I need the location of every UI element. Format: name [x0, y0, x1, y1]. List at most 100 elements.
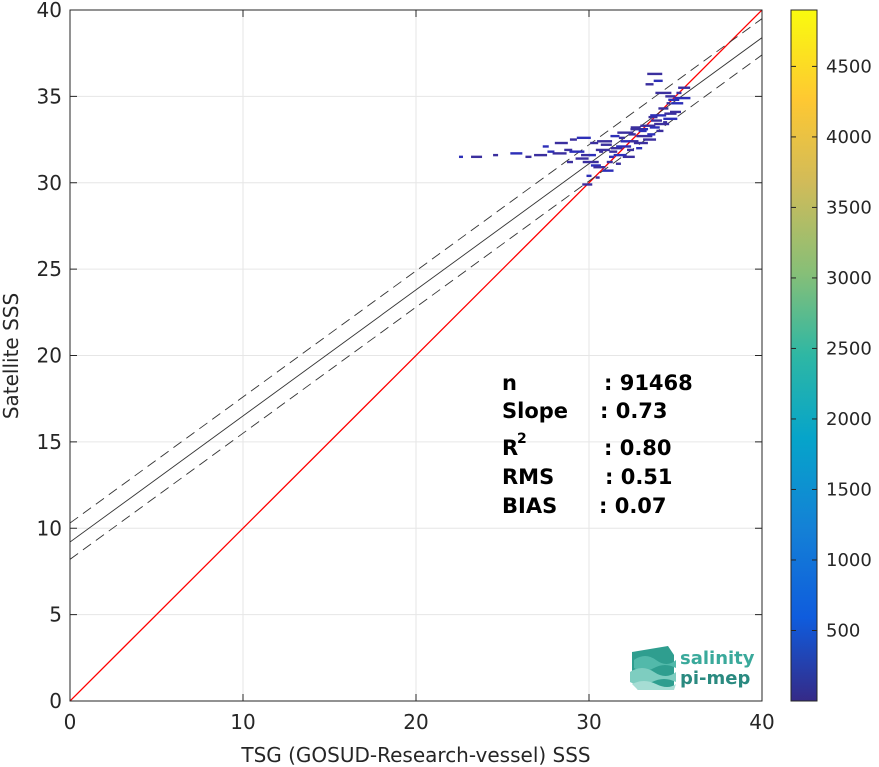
density-point [593, 166, 606, 169]
density-point [564, 148, 573, 152]
logo-text-pi-mep: pi-mep [680, 668, 750, 689]
density-point [600, 143, 612, 146]
logo-waves-icon [630, 646, 676, 690]
stats-annotation: n : 91468 Slope : 0.73 R 2 : 0.80 RMS : … [502, 371, 693, 518]
density-point [645, 83, 654, 86]
density-point [654, 122, 670, 126]
density-point [595, 176, 600, 179]
stat-n-value: : 91468 [604, 371, 693, 395]
density-point [597, 140, 613, 143]
regression-fit [70, 37, 762, 543]
colorbar-ticks: 500 1000 1500 2000 2500 3000 3500 4000 4500 [791, 56, 872, 641]
density-point [617, 131, 634, 134]
density-points [458, 72, 691, 186]
density-point [649, 126, 660, 129]
y-tick-label: 30 [37, 171, 62, 195]
density-point [576, 136, 591, 140]
x-tick-label: 40 [749, 710, 774, 734]
y-tick-label: 15 [37, 430, 62, 454]
density-point [647, 133, 656, 136]
density-point [606, 160, 613, 164]
x-tick-label: 30 [576, 710, 601, 734]
colorbar-tick-label: 2500 [826, 338, 872, 359]
density-point [656, 129, 664, 133]
y-tick-label: 25 [37, 257, 62, 281]
colorbar-tick-label: 3000 [826, 268, 872, 289]
y-axis-label: Satellite SSS [0, 293, 23, 419]
stat-slope-label: Slope [502, 399, 568, 423]
stat-bias-value: : 0.07 [599, 494, 667, 518]
density-point [552, 152, 567, 155]
stat-slope-value: : 0.73 [600, 399, 668, 423]
y-axis: 0 5 10 15 20 25 30 35 40 [37, 0, 762, 713]
density-point [630, 126, 641, 129]
density-point [653, 79, 663, 83]
density-point [547, 150, 555, 153]
density-point [655, 91, 672, 95]
density-point [615, 162, 621, 165]
x-axis: 0 10 20 30 40 [64, 10, 775, 734]
density-point [650, 114, 667, 117]
density-point [618, 136, 625, 140]
colorbar-tick-label: 1000 [826, 550, 872, 571]
density-point [622, 155, 635, 159]
density-point [602, 169, 614, 172]
y-tick-label: 0 [49, 689, 62, 713]
density-point [554, 141, 568, 145]
y-tick-label: 10 [37, 516, 62, 540]
density-point [627, 148, 635, 152]
density-point [678, 86, 691, 89]
stat-rms-label: RMS [502, 465, 554, 489]
density-point [663, 121, 668, 124]
density-point [667, 112, 677, 115]
density-point [534, 153, 548, 157]
stat-r2-superscript: 2 [517, 431, 527, 447]
colorbar-tick-label: 500 [826, 620, 860, 641]
density-point [668, 98, 680, 102]
density-point [525, 155, 532, 159]
colorbar-tick-label: 4500 [826, 56, 872, 77]
density-point [616, 145, 632, 148]
density-point [610, 147, 623, 150]
density-point [665, 95, 676, 98]
stat-r2-label: R [502, 436, 518, 460]
density-point [566, 160, 573, 164]
density-point [610, 134, 620, 138]
stat-r2-value: : 0.80 [604, 436, 672, 460]
density-point [582, 160, 599, 164]
density-point [575, 157, 589, 160]
density-point [676, 91, 682, 95]
density-point [581, 153, 591, 157]
density-point [609, 150, 618, 153]
density-point [471, 155, 483, 159]
density-point [458, 155, 463, 159]
density-point [670, 110, 681, 114]
colorbar-tick-label: 3500 [826, 197, 872, 218]
x-tick-label: 10 [230, 710, 255, 734]
density-point [569, 150, 585, 153]
density-point [644, 127, 649, 131]
colorbar [790, 9, 818, 702]
density-point [493, 153, 499, 157]
density-point [582, 183, 593, 186]
density-point [664, 112, 670, 115]
colorbar-tick-label: 4000 [826, 127, 872, 148]
density-point [628, 133, 636, 136]
density-point [586, 174, 592, 178]
density-point [633, 141, 648, 145]
density-point [643, 138, 657, 141]
y-tick-label: 40 [37, 0, 62, 22]
density-point [599, 150, 604, 153]
density-point [629, 140, 639, 143]
density-point [663, 117, 678, 121]
colorbar-tick-label: 2000 [826, 409, 872, 430]
y-tick-label: 5 [49, 603, 62, 627]
stat-bias-label: BIAS [502, 494, 557, 518]
x-axis-label: TSG (GOSUD-Research-vessel) SSS [240, 743, 590, 767]
density-point [650, 119, 662, 122]
salinity-pi-mep-logo: salinity pi-mep [630, 646, 755, 690]
y-tick-label: 35 [37, 84, 62, 108]
density-point [510, 152, 523, 155]
x-tick-label: 20 [403, 710, 428, 734]
